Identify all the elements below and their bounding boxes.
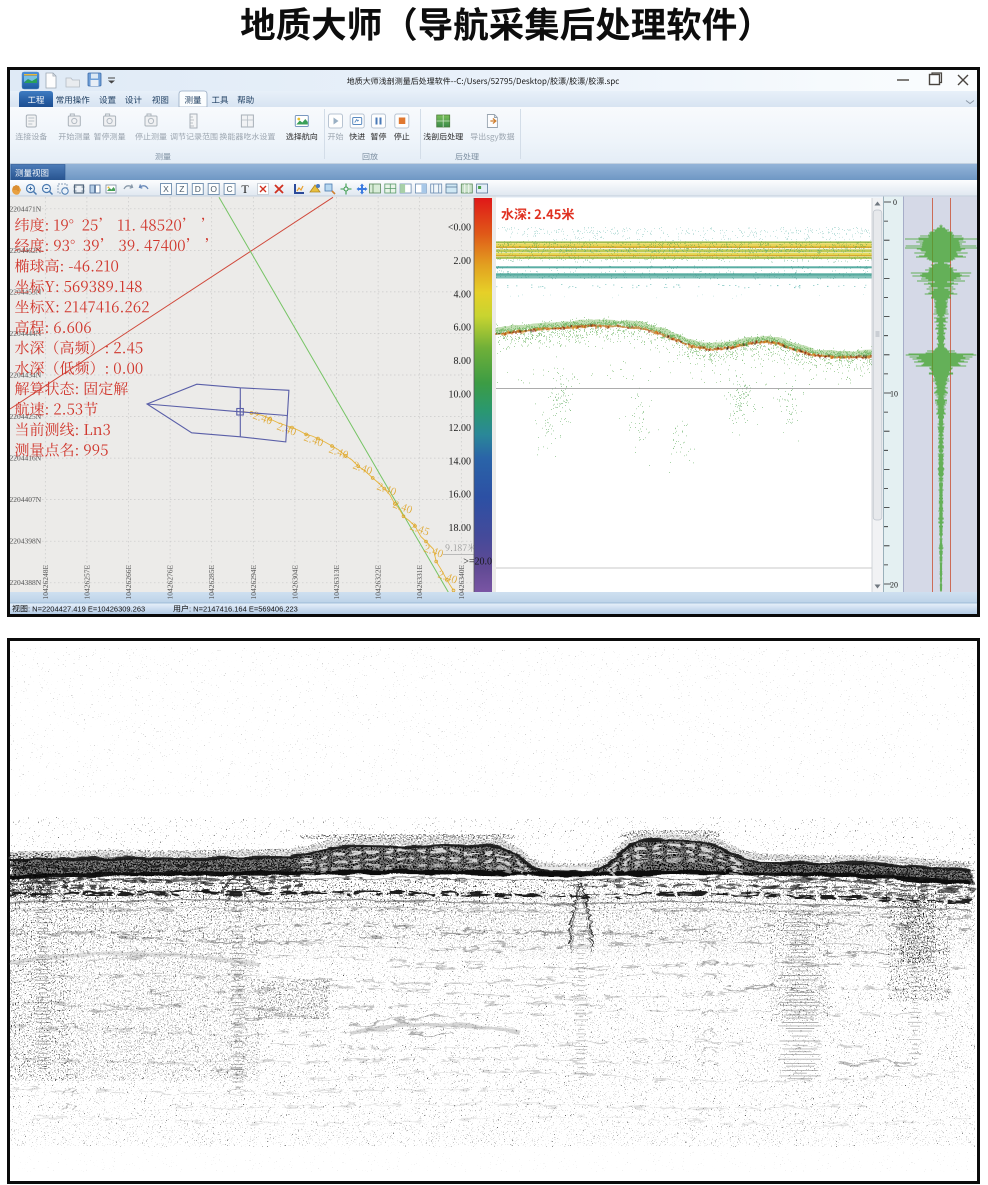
svg-text:10426248E: 10426248E xyxy=(41,565,50,600)
svg-text:T: T xyxy=(241,182,249,196)
svg-text:16.00: 16.00 xyxy=(449,490,472,501)
svg-text:4.00: 4.00 xyxy=(454,289,472,300)
svg-text:<0.00: <0.00 xyxy=(448,223,471,234)
svg-text:D: D xyxy=(195,184,201,194)
svg-text:10426304E: 10426304E xyxy=(290,565,299,600)
svg-text:X: X xyxy=(163,184,169,194)
svg-text:10426294E: 10426294E xyxy=(249,565,258,600)
svg-text:2204453N: 2204453N xyxy=(10,287,42,296)
svg-text:10.00: 10.00 xyxy=(449,390,472,401)
svg-text:14.00: 14.00 xyxy=(449,456,472,467)
svg-text:12.00: 12.00 xyxy=(449,423,472,434)
svg-text:20: 20 xyxy=(890,581,898,590)
svg-text:C: C xyxy=(227,184,233,194)
svg-text:10: 10 xyxy=(890,390,898,399)
svg-text:10426313E: 10426313E xyxy=(332,565,341,600)
svg-text:2204388N: 2204388N xyxy=(10,578,42,587)
svg-text:2204434N: 2204434N xyxy=(10,371,42,380)
svg-text:>=20.0: >=20.0 xyxy=(463,557,492,568)
svg-text:6.00: 6.00 xyxy=(454,323,472,334)
svg-text:2204398N: 2204398N xyxy=(10,537,42,546)
svg-text:8.00: 8.00 xyxy=(454,356,472,367)
svg-text:2204416N: 2204416N xyxy=(10,454,42,463)
svg-text:: N=2147416.164 E=569406.223: : N=2147416.164 E=569406.223 xyxy=(189,605,298,614)
svg-text:2204444N: 2204444N xyxy=(10,329,42,338)
svg-text:10426331E: 10426331E xyxy=(415,565,424,600)
svg-text:2204471N: 2204471N xyxy=(10,204,42,213)
svg-text:10426276E: 10426276E xyxy=(166,565,175,600)
svg-text:2204462N: 2204462N xyxy=(10,246,42,255)
svg-text:10426322E: 10426322E xyxy=(374,565,383,600)
svg-text:: N=2204427.419 E=10426309.263: : N=2204427.419 E=10426309.263 xyxy=(28,605,145,614)
svg-text:10426340E: 10426340E xyxy=(457,565,466,600)
svg-text:18.00: 18.00 xyxy=(449,523,472,534)
svg-text:2204425N: 2204425N xyxy=(10,412,42,421)
svg-text:0: 0 xyxy=(893,198,897,207)
svg-text:2.00: 2.00 xyxy=(454,256,472,267)
svg-text:2204407N: 2204407N xyxy=(10,495,42,504)
svg-text:10426266E: 10426266E xyxy=(124,565,133,600)
svg-text:O: O xyxy=(210,184,217,194)
svg-text:Z: Z xyxy=(179,184,184,194)
svg-text:10426257E: 10426257E xyxy=(82,565,91,600)
svg-text:10426285E: 10426285E xyxy=(207,565,216,600)
